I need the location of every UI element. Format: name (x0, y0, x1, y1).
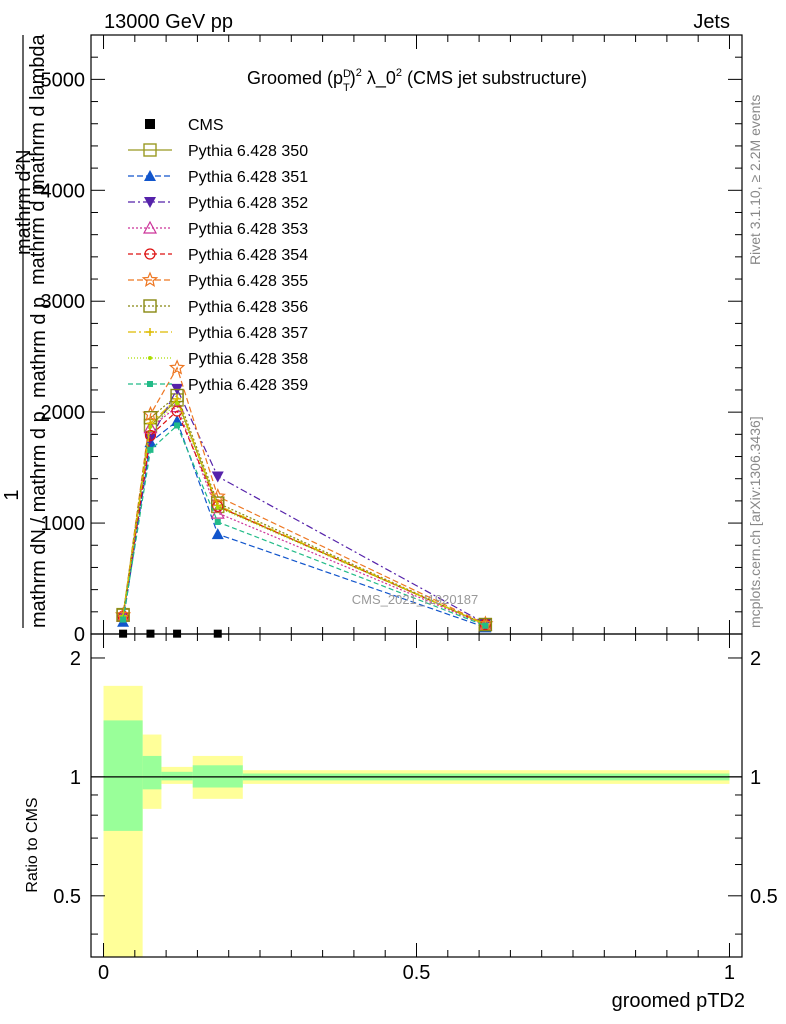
ylabel-denominator-part1: mathrm dN / mathrm d p (28, 411, 50, 628)
series-point-3 (210, 505, 225, 519)
main-y-tick-label: 3000 (41, 291, 86, 313)
legend-marker-6 (143, 299, 157, 313)
legend-marker-2 (144, 197, 156, 208)
plot-title: Groomed (pD T)2 λ_02 (CMS jet substructur… (247, 67, 587, 94)
ratio-y-tick-label: 1 (70, 767, 81, 789)
header-right-text: Jets (693, 11, 730, 33)
series-point-9 (147, 446, 154, 453)
x-tick-label: 0.5 (403, 962, 431, 984)
series-line-5 (122, 366, 486, 625)
main-y-tick-label: 2000 (41, 402, 86, 424)
watermark-text: CMS_2021_I1920187 (352, 592, 479, 607)
ratio-stat-band-1 (142, 755, 162, 790)
legend-marker-4 (144, 248, 156, 260)
legend-label-2: Pythia 6.428 352 (188, 195, 308, 212)
ylabel-denominator-part2: mathrm d p (28, 297, 50, 398)
series-line-2 (122, 387, 486, 625)
series-point-4 (144, 429, 157, 442)
legend-label-0: Pythia 6.428 350 (188, 143, 308, 160)
rivet-version-text: Rivet 3.1.10, ≥ 2.2M events (747, 95, 763, 265)
main-y-tick-label: 0 (74, 624, 85, 646)
legend-label-9: Pythia 6.428 359 (188, 377, 308, 394)
legend-marker-0 (143, 143, 157, 157)
series-line-6 (122, 394, 486, 626)
ratio-y-tick-label: 2 (70, 648, 81, 670)
main-plot: 0 1000 2000 3000 4000 5000 Groomed (pD T)2 λ_02… (41, 34, 743, 646)
legend-marker-3 (142, 220, 158, 234)
header-left-text: 13000 GeV pp (104, 11, 233, 33)
legend-label-5: Pythia 6.428 355 (188, 273, 308, 290)
legend-marker-7 (146, 328, 154, 336)
series-point-8 (215, 505, 220, 510)
legend-label-6: Pythia 6.428 356 (188, 299, 308, 316)
series-point-9 (482, 622, 489, 629)
series-point-9 (174, 422, 181, 429)
legend-label-4: Pythia 6.428 354 (188, 247, 308, 264)
legend-marker-5 (141, 271, 159, 287)
series-line-4 (122, 409, 486, 626)
series-line-0 (122, 398, 486, 626)
ylabel-numerator-one: 1 (1, 489, 23, 500)
ratio-y-axis-label: Ratio to CMS (24, 797, 41, 892)
mcplots-text: mcplots.cern.ch [arXiv:1306.3436] (747, 416, 763, 628)
legend-label-7: Pythia 6.428 357 (188, 325, 308, 342)
series-point-2 (211, 471, 224, 483)
ratio-y-tick-label: 0.5 (53, 886, 81, 908)
legend-cms-label: CMS (188, 117, 224, 134)
ratio-frame (90, 633, 743, 958)
x-axis-label: groomed pTD2 (612, 990, 745, 1012)
legend-label-3: Pythia 6.428 353 (188, 221, 308, 238)
ylabel-dlambda: mathrm d lambda (27, 34, 49, 190)
x-tick-label: 0 (98, 962, 109, 984)
series-point-9 (214, 518, 221, 525)
ylabel-d2n: mathrm d²N (13, 149, 35, 255)
legend-cms-marker (145, 119, 155, 129)
series-point-5 (168, 359, 186, 375)
series-line-7 (122, 397, 486, 626)
labels: 13000 GeV pp Jets Rivet 3.1.10, ≥ 2.2M e… (1, 11, 763, 1012)
ratio-stat-band-2 (161, 771, 193, 781)
ratio-y-tick-label-right: 1 (750, 767, 761, 789)
series-point-1 (211, 528, 224, 540)
legend-marker-1 (144, 170, 156, 181)
x-tick-label: 1 (724, 962, 735, 984)
legend-marker-9 (147, 381, 153, 387)
ratio-y-tick-label-right: 0.5 (750, 886, 778, 908)
series-point-6 (478, 617, 493, 632)
main-y-tick-label: 1000 (41, 513, 86, 535)
main-y-tick-label: 5000 (41, 69, 86, 91)
main-y-tick-label: 4000 (41, 180, 86, 202)
series-point-8 (148, 424, 153, 429)
ratio-stat-band-0 (103, 720, 143, 831)
legend-marker-8 (148, 356, 152, 360)
series-point-9 (120, 616, 127, 623)
series-line-9 (122, 424, 486, 627)
series-point-8 (175, 401, 180, 406)
ratio-y-tick-label-right: 2 (750, 648, 761, 670)
ylabel-dpt: mathrm d p (27, 184, 49, 285)
series-point-3 (143, 420, 158, 434)
legend-label-8: Pythia 6.428 358 (188, 351, 308, 368)
ratio-plot: 0 0.5 1 0.5 0.5 1 1 2 2 (53, 633, 778, 984)
legend-label-1: Pythia 6.428 351 (188, 169, 308, 186)
series-point-4 (479, 618, 491, 631)
